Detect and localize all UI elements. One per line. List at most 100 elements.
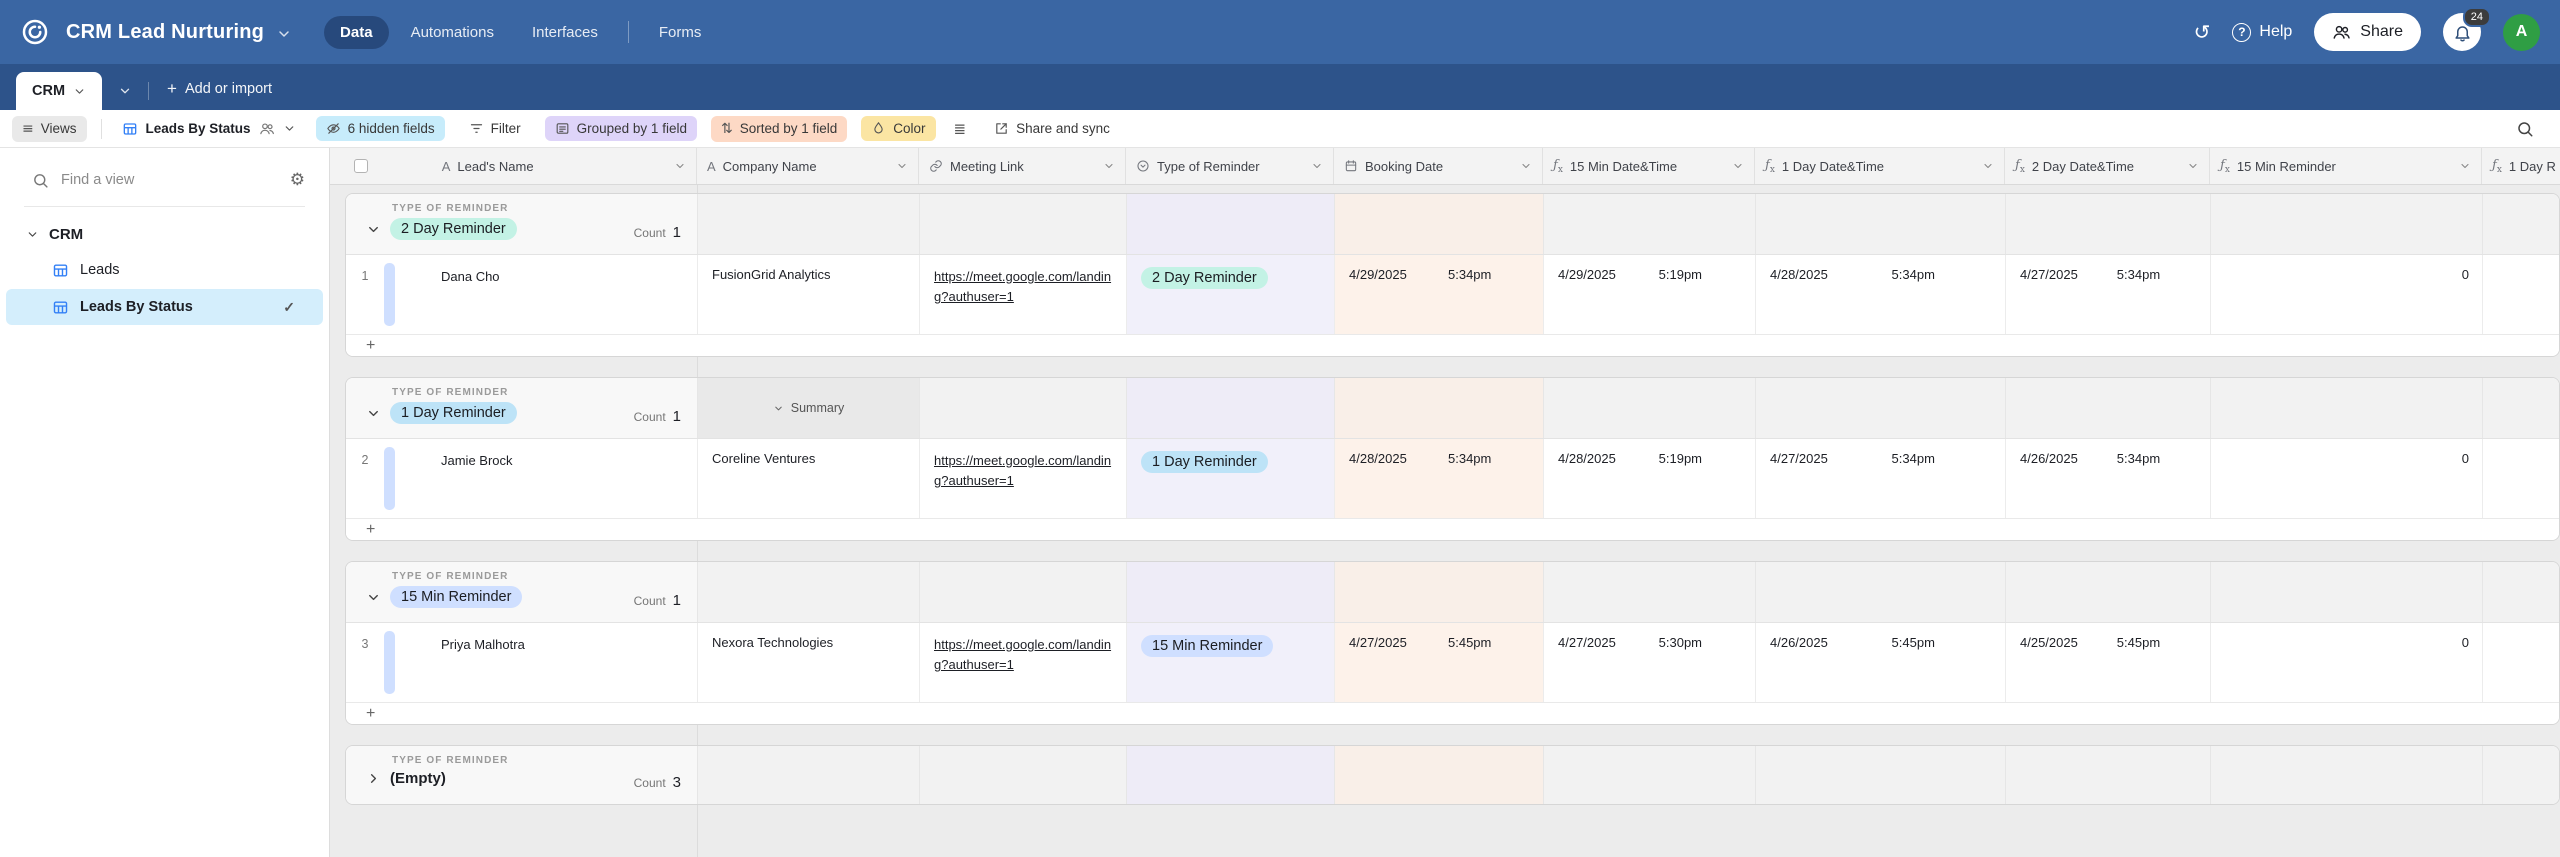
row-height-button[interactable]: ≣	[953, 119, 967, 138]
cell-1-day-reminder[interactable]	[2483, 623, 2559, 702]
column-header-leads-name[interactable]: A Lead's Name	[330, 148, 697, 184]
table-row: 3 Priya Malhotra Nexora Technologies htt…	[346, 622, 2559, 702]
meeting-link[interactable]: https://meet.google.com/landing?authuser…	[934, 269, 1112, 305]
cell-1-day-reminder[interactable]	[2483, 439, 2559, 518]
column-chevron-down-icon[interactable]	[2459, 160, 2471, 172]
cell-1-day-datetime[interactable]: 4/27/2025 5:34pm	[1756, 439, 2006, 518]
cell-15-min-datetime[interactable]: 4/28/2025 5:19pm	[1544, 439, 1756, 518]
notifications-button[interactable]: 24	[2443, 7, 2491, 51]
filter-button[interactable]: Filter	[459, 116, 531, 141]
column-chevron-down-icon[interactable]	[674, 160, 686, 172]
tab-data[interactable]: Data	[324, 15, 389, 49]
group-summary-dropdown[interactable]: Summary	[698, 378, 919, 438]
add-record-row[interactable]: +	[346, 702, 2559, 724]
column-header-1-day-reminder[interactable]: ƒx 1 Day R	[2482, 148, 2560, 184]
row-number[interactable]: 3	[361, 637, 369, 651]
views-button[interactable]: ≡ Views	[12, 115, 87, 142]
cell-booking-date[interactable]: 4/27/2025 5:45pm	[1335, 623, 1544, 702]
cell-lead-name[interactable]: 1 Dana Cho	[346, 255, 698, 334]
column-chevron-down-icon[interactable]	[1732, 160, 1744, 172]
grid-view-icon	[122, 121, 138, 137]
column-chevron-down-icon[interactable]	[1311, 160, 1323, 172]
column-chevron-down-icon[interactable]	[1103, 160, 1115, 172]
cell-15-min-datetime[interactable]: 4/27/2025 5:30pm	[1544, 623, 1756, 702]
avatar[interactable]: A	[2503, 13, 2540, 51]
find-view-input[interactable]	[61, 172, 278, 188]
column-chevron-down-icon[interactable]	[1520, 160, 1532, 172]
column-header-company-name[interactable]: A Company Name	[697, 148, 919, 184]
cell-type-of-reminder[interactable]: 1 Day Reminder	[1127, 439, 1335, 518]
table-tab-chevron-down-icon[interactable]	[73, 85, 86, 98]
formula-field-icon: ƒx	[2015, 157, 2025, 175]
base-title-chevron-down-icon[interactable]	[276, 26, 292, 42]
view-switcher[interactable]: Leads By Status	[116, 116, 302, 142]
group-button[interactable]: Grouped by 1 field	[544, 116, 697, 141]
row-number[interactable]: 2	[361, 453, 369, 467]
add-record-row[interactable]: +	[346, 334, 2559, 356]
add-or-import-button[interactable]: + Add or import	[167, 79, 272, 99]
help-button[interactable]: ? Help	[2232, 22, 2292, 42]
cell-15-min-reminder[interactable]: 0	[2211, 255, 2483, 334]
table-tab-crm[interactable]: CRM	[16, 72, 103, 110]
column-header-type-of-reminder[interactable]: Type of Reminder	[1126, 148, 1334, 184]
tabstrip-divider	[148, 82, 150, 100]
sidebar-section-crm[interactable]: CRM	[0, 217, 329, 251]
meeting-link[interactable]: https://meet.google.com/landing?authuser…	[934, 453, 1112, 489]
cell-meeting-link[interactable]: https://meet.google.com/landing?authuser…	[920, 255, 1127, 334]
row-number[interactable]: 1	[361, 269, 369, 283]
column-header-1-day-datetime[interactable]: ƒx 1 Day Date&Time	[1755, 148, 2005, 184]
group-collapse-chevron-down-icon[interactable]	[366, 590, 381, 605]
search-icon[interactable]	[2516, 120, 2534, 138]
column-header-meeting-link[interactable]: Meeting Link	[919, 148, 1126, 184]
cell-2-day-datetime[interactable]: 4/26/2025 5:34pm	[2006, 439, 2211, 518]
hidden-fields-button[interactable]: 6 hidden fields	[315, 116, 445, 141]
tab-automations[interactable]: Automations	[410, 23, 494, 41]
add-record-row[interactable]: +	[346, 518, 2559, 540]
group-expand-chevron-right-icon[interactable]	[366, 771, 381, 786]
plus-icon: +	[366, 520, 376, 538]
share-button[interactable]: Share	[2314, 13, 2421, 51]
tab-interfaces[interactable]: Interfaces	[531, 23, 598, 41]
gear-icon[interactable]: ⚙	[289, 170, 305, 190]
column-chevron-down-icon[interactable]	[2187, 160, 2199, 172]
sidebar-item-leads[interactable]: Leads	[6, 252, 323, 288]
meeting-link[interactable]: https://meet.google.com/landing?authuser…	[934, 637, 1112, 673]
cell-lead-name[interactable]: 2 Jamie Brock	[346, 439, 698, 518]
sort-button[interactable]: ⇅ Sorted by 1 field	[710, 115, 848, 142]
column-chevron-down-icon[interactable]	[1982, 160, 1994, 172]
column-chevron-down-icon[interactable]	[896, 160, 908, 172]
cell-1-day-reminder[interactable]	[2483, 255, 2559, 334]
color-button[interactable]: Color	[861, 116, 936, 141]
cell-company[interactable]: FusionGrid Analytics	[698, 255, 920, 334]
cell-booking-date[interactable]: 4/29/2025 5:34pm	[1335, 255, 1544, 334]
column-header-2-day-datetime[interactable]: ƒx 2 Day Date&Time	[2005, 148, 2210, 184]
select-all-checkbox[interactable]	[354, 159, 368, 173]
group-collapse-chevron-down-icon[interactable]	[366, 222, 381, 237]
cell-2-day-datetime[interactable]: 4/27/2025 5:34pm	[2006, 255, 2211, 334]
cell-2-day-datetime[interactable]: 4/25/2025 5:45pm	[2006, 623, 2211, 702]
cell-lead-name[interactable]: 3 Priya Malhotra	[346, 623, 698, 702]
share-and-sync-button[interactable]: Share and sync	[984, 116, 1120, 141]
tables-list-chevron-down-icon[interactable]	[118, 84, 132, 98]
cell-meeting-link[interactable]: https://meet.google.com/landing?authuser…	[920, 439, 1127, 518]
cell-booking-date[interactable]: 4/28/2025 5:34pm	[1335, 439, 1544, 518]
cell-company[interactable]: Coreline Ventures	[698, 439, 920, 518]
column-header-booking-date[interactable]: Booking Date	[1334, 148, 1543, 184]
cell-1-day-datetime[interactable]: 4/28/2025 5:34pm	[1756, 255, 2006, 334]
cell-1-day-datetime[interactable]: 4/26/2025 5:45pm	[1756, 623, 2006, 702]
tab-forms[interactable]: Forms	[658, 23, 702, 41]
cell-15-min-datetime[interactable]: 4/29/2025 5:19pm	[1544, 255, 1756, 334]
cell-15-min-reminder[interactable]: 0	[2211, 623, 2483, 702]
cell-type-of-reminder[interactable]: 2 Day Reminder	[1127, 255, 1335, 334]
column-header-15-min-reminder[interactable]: ƒx 15 Min Reminder	[2210, 148, 2482, 184]
view-search-row: ⚙	[0, 160, 329, 200]
cell-meeting-link[interactable]: https://meet.google.com/landing?authuser…	[920, 623, 1127, 702]
history-icon[interactable]: ↺	[2193, 20, 2211, 44]
cell-company[interactable]: Nexora Technologies	[698, 623, 920, 702]
cell-15-min-reminder[interactable]: 0	[2211, 439, 2483, 518]
column-header-15-min-datetime[interactable]: ƒx 15 Min Date&Time	[1543, 148, 1755, 184]
cell-type-of-reminder[interactable]: 15 Min Reminder	[1127, 623, 1335, 702]
group-collapse-chevron-down-icon[interactable]	[366, 406, 381, 421]
base-title[interactable]: CRM Lead Nurturing	[66, 20, 265, 43]
sidebar-item-leads-by-status[interactable]: Leads By Status ✓	[6, 289, 323, 325]
